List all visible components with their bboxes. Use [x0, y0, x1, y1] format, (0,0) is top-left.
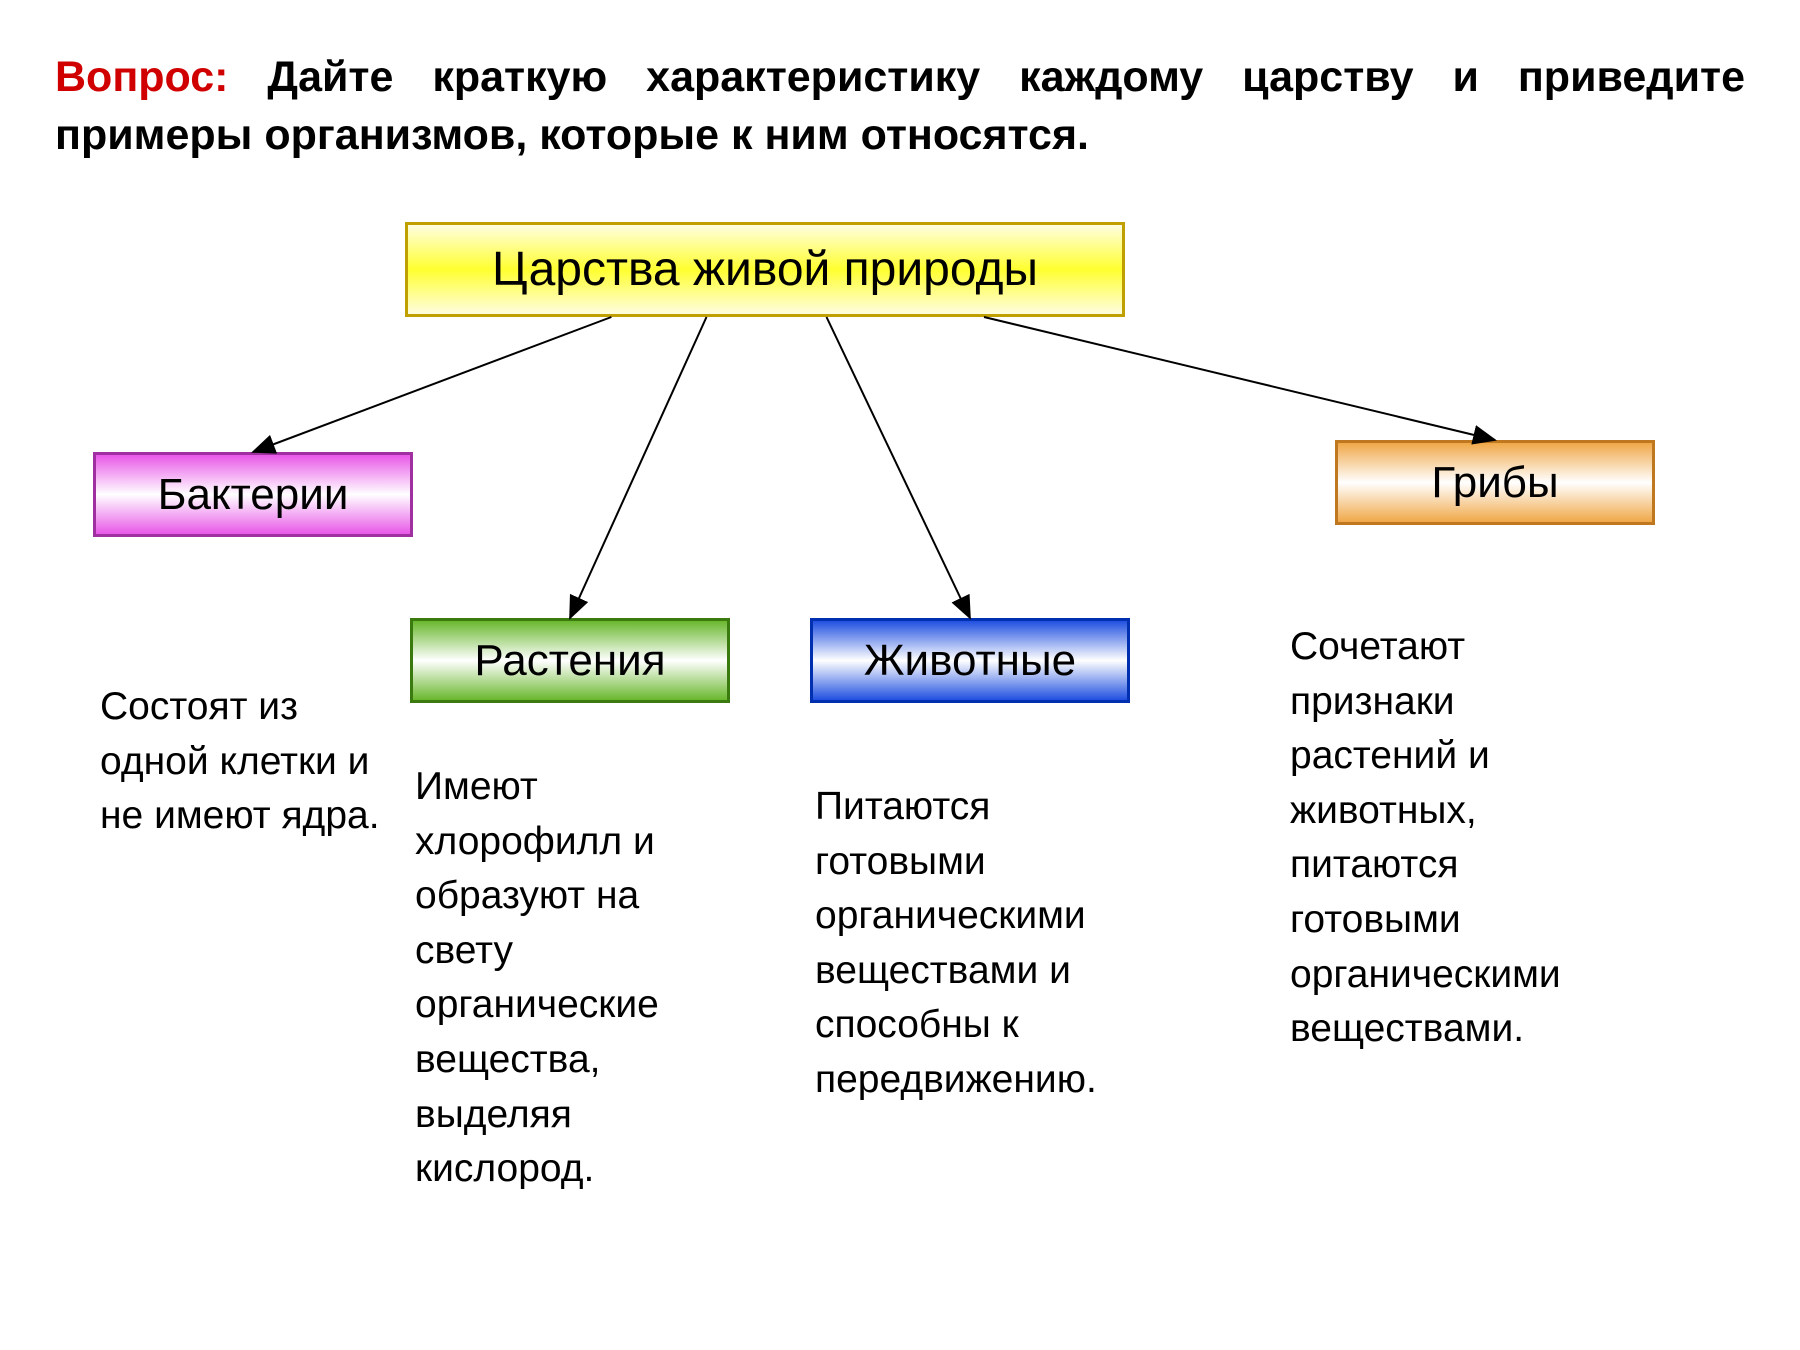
question-label: Вопрос:: [55, 53, 229, 101]
arrow-bacteria: [253, 317, 611, 452]
desc-animals: Питаются готовыми органическими вещества…: [815, 780, 1135, 1108]
box-bacteria: Бактерии: [93, 452, 413, 537]
desc-fungi: Сочетают признаки растений и животных, п…: [1290, 620, 1630, 1057]
arrow-fungi: [984, 317, 1495, 440]
box-plants: Растения: [410, 618, 730, 703]
arrow-animals: [827, 317, 971, 618]
box-root: Царства живой природы: [405, 222, 1125, 317]
box-animals: Животные: [810, 618, 1130, 703]
box-fungi: Грибы: [1335, 440, 1655, 525]
question-heading: Вопрос: Дайте краткую характеристику каж…: [55, 48, 1745, 164]
desc-bacteria: Состоят из одной клетки и не имеют ядра.: [100, 680, 380, 844]
desc-plants: Имеют хлорофилл и образуют на свету орга…: [415, 760, 735, 1197]
question-text: Дайте краткую характеристику каждому цар…: [55, 53, 1745, 159]
arrow-plants: [570, 317, 707, 618]
